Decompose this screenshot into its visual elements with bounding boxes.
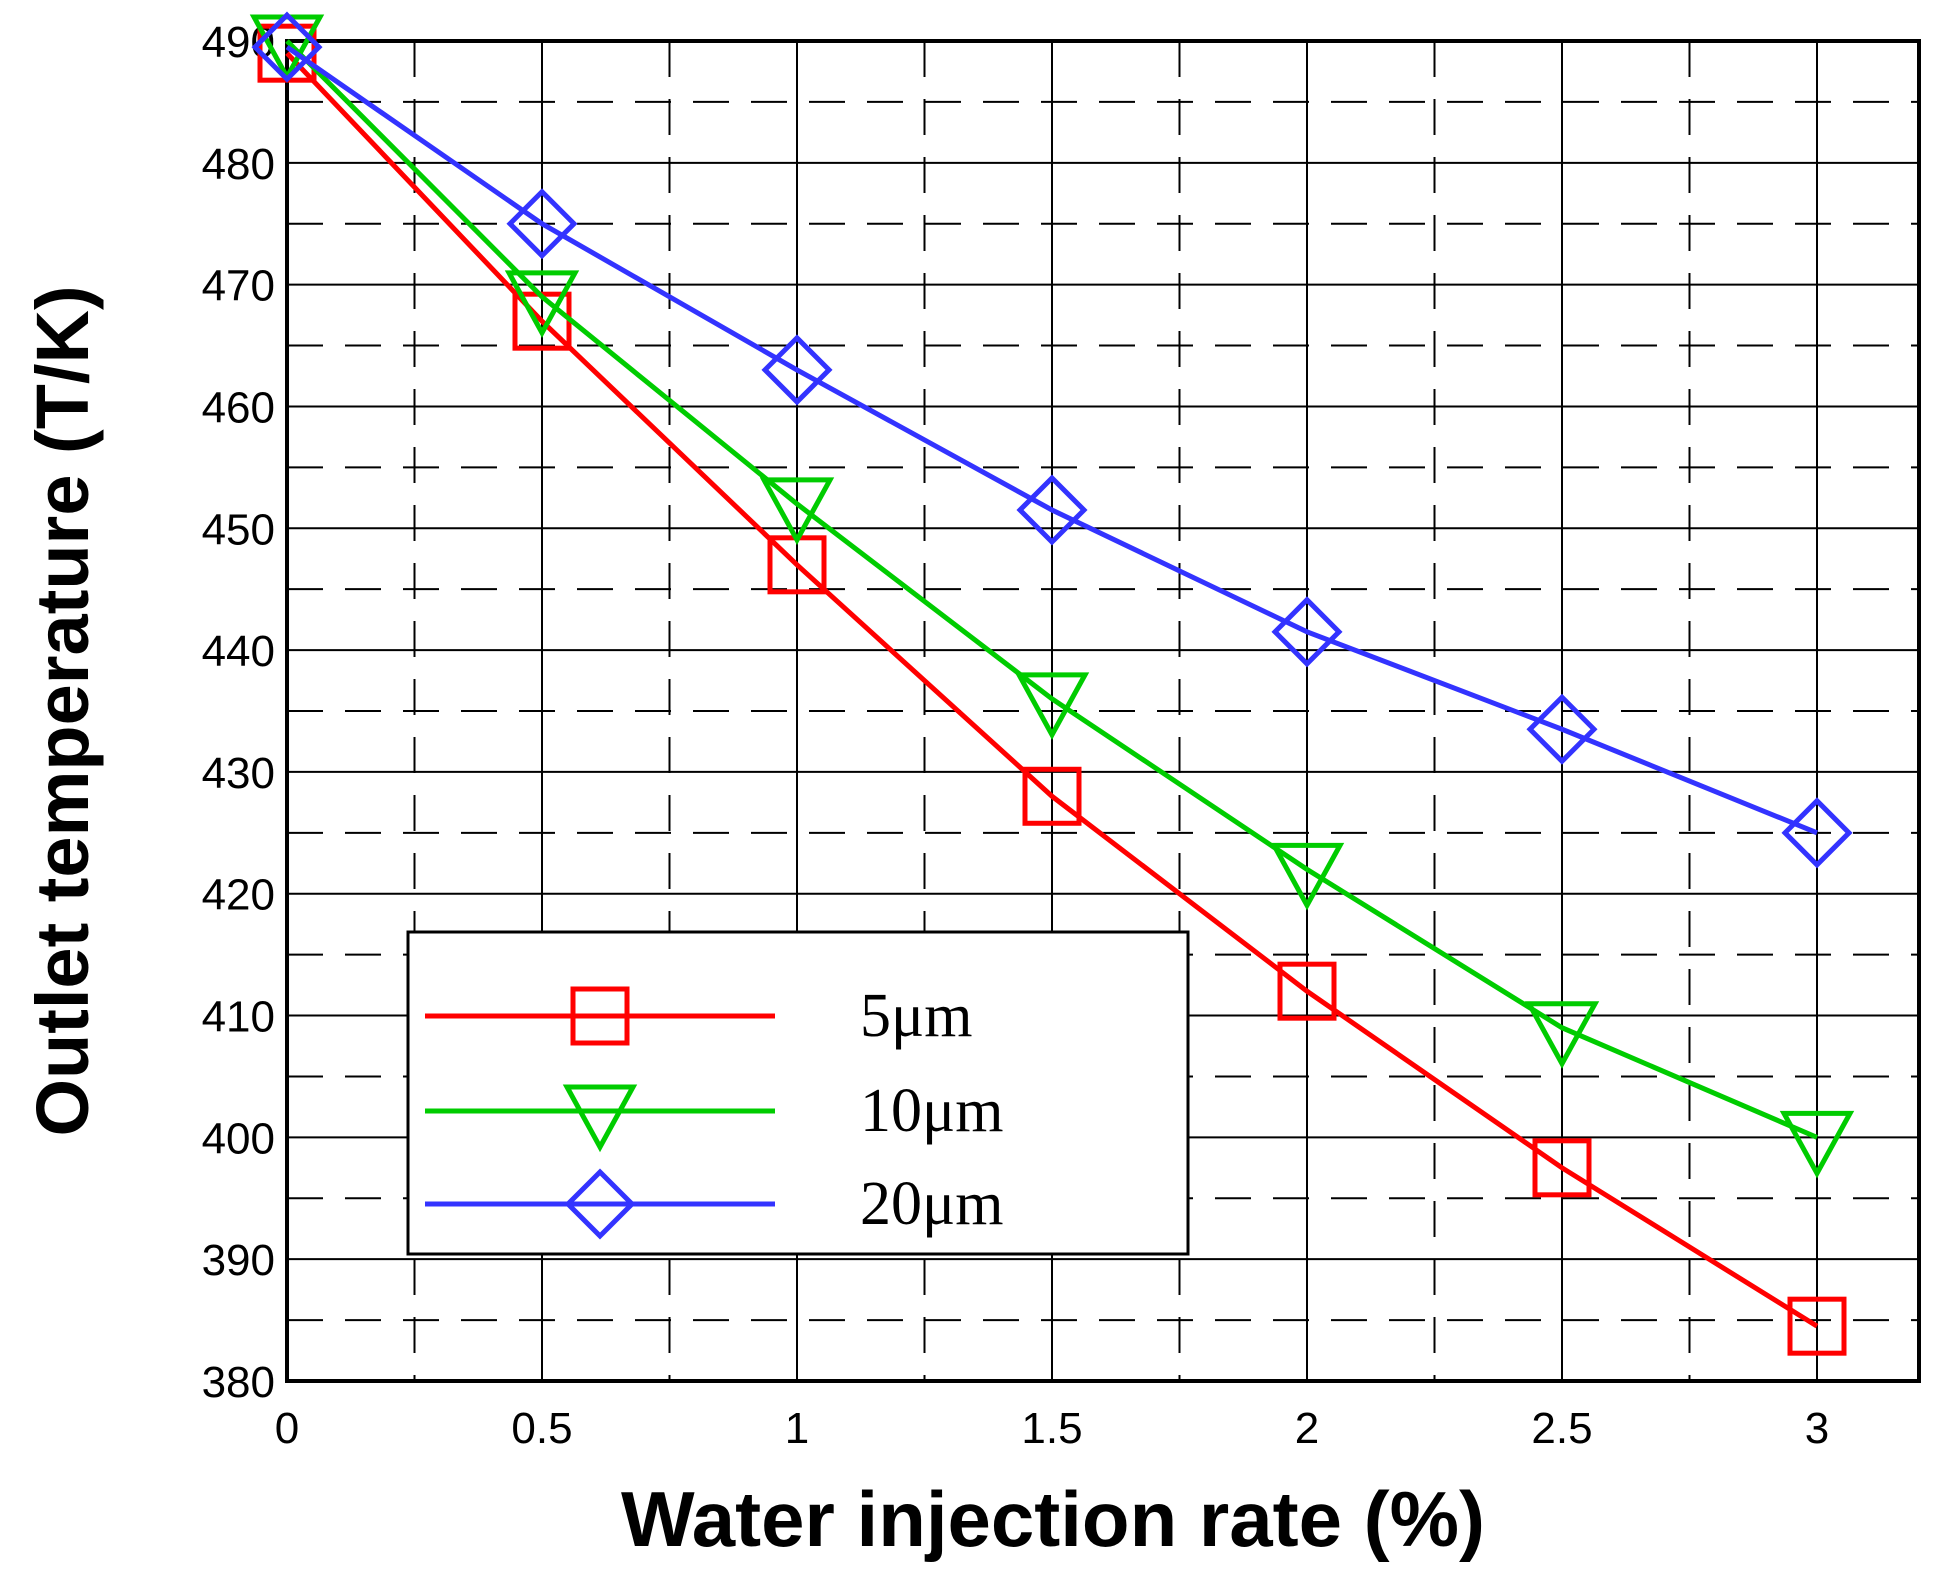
axes: 0 0.5 1 1.5 2 2.5 3 380 390 400 410 420 430 440 450 460… (202, 18, 1921, 1453)
x-tick-label: 0.5 (511, 1404, 572, 1453)
data-point (251, 11, 323, 83)
data-point (1779, 1110, 1855, 1179)
data-point (759, 477, 835, 546)
series-2 (251, 11, 1853, 869)
data-point (761, 334, 833, 406)
y-tick-label: 470 (202, 262, 275, 311)
series-layer (249, 11, 1855, 1356)
y-axis-title: Outlet temperature (T/K) (21, 285, 104, 1136)
x-tick-label: 1 (785, 1404, 809, 1453)
data-point (1271, 596, 1343, 668)
data-point (1277, 961, 1337, 1021)
data-point (506, 188, 578, 260)
y-tick-label: 410 (202, 993, 275, 1042)
y-tick-label: 390 (202, 1236, 275, 1285)
x-tick-label: 3 (1805, 1404, 1829, 1453)
legend-label: 20μm (860, 1170, 1003, 1238)
data-point (504, 270, 580, 339)
y-tick-label: 440 (202, 627, 275, 676)
legend-marker (564, 1168, 636, 1240)
data-point (1014, 672, 1090, 741)
data-point (1781, 797, 1853, 869)
series-line (285, 45, 1818, 836)
data-point (1016, 474, 1088, 546)
y-tick-label: 430 (202, 749, 275, 798)
y-tick-label: 380 (202, 1358, 275, 1407)
series-line (285, 51, 1819, 1329)
series-1 (249, 14, 1855, 1179)
x-axis-title: Water injection rate (%) (621, 1475, 1485, 1563)
data-point (1787, 1296, 1847, 1356)
y-tick-label: 420 (202, 871, 275, 920)
x-tick-label: 1.5 (1021, 1404, 1082, 1453)
data-point (1526, 693, 1598, 765)
x-tick-label: 2.5 (1531, 1404, 1592, 1453)
y-tick-label: 450 (202, 505, 275, 554)
legend-label: 10μm (860, 1077, 1003, 1145)
legend-marker (570, 986, 630, 1046)
x-tick-label: 0 (275, 1404, 299, 1453)
legend-marker (562, 1084, 638, 1153)
data-point (1532, 1138, 1592, 1198)
data-point (1269, 842, 1345, 911)
plot-frame (285, 39, 1921, 1383)
y-tick-label: 480 (202, 140, 275, 189)
series-line (285, 39, 1818, 1140)
y-tick-label: 400 (202, 1114, 275, 1163)
data-point (1524, 1001, 1600, 1069)
legend-label: 5μm (860, 982, 972, 1050)
legend: 5μm 10μm 20μm (406, 930, 1190, 1256)
legend-box (406, 930, 1190, 1256)
data-point (1022, 766, 1082, 826)
x-tick-label: 2 (1295, 1404, 1319, 1453)
y-tick-label: 460 (202, 383, 275, 432)
